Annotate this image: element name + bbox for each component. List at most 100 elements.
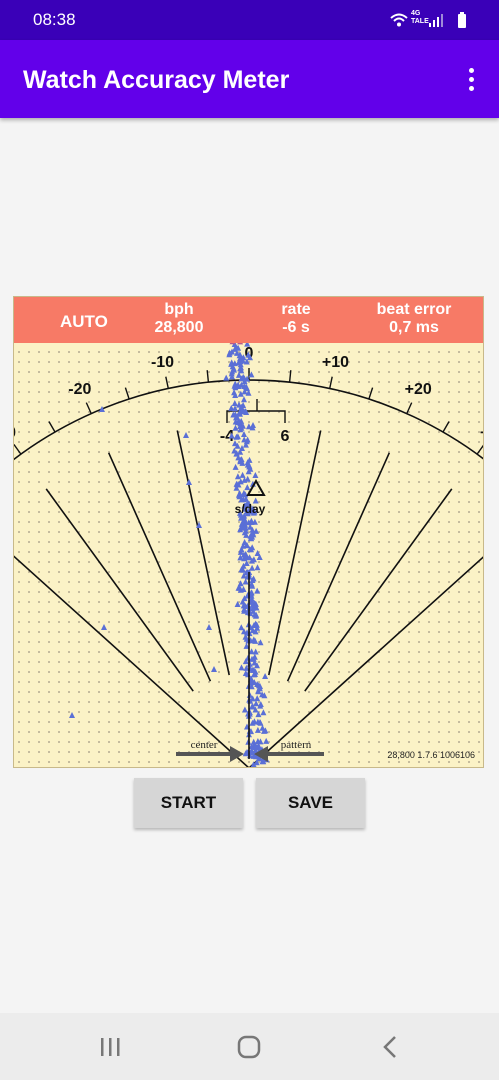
rate-marker: [232, 392, 239, 398]
range-max-label: 6: [281, 428, 290, 445]
rate-marker: [250, 556, 257, 563]
rate-marker: [243, 531, 250, 538]
beat-error-display: beat error 0,7 ms: [364, 301, 464, 337]
dial-tick: [206, 370, 210, 383]
rate-marker: [253, 604, 260, 611]
save-button[interactable]: SAVE: [256, 778, 365, 828]
rate-marker: [240, 572, 247, 579]
home-icon[interactable]: [235, 1033, 265, 1061]
rate-marker: [250, 738, 257, 745]
rate-marker: [263, 737, 270, 744]
rate-marker: [254, 662, 260, 669]
rate-marker: [257, 639, 264, 646]
rate-marker: [248, 743, 255, 750]
rate-marker: [228, 432, 235, 439]
status-icons: 4G TALE: [389, 10, 469, 28]
rate-marker: [239, 445, 245, 451]
rate-marker: [237, 548, 244, 555]
rate-marker: [232, 411, 239, 418]
rate-marker: [248, 371, 255, 378]
rate-marker: [246, 546, 253, 553]
dial-guide-line: [107, 452, 212, 682]
dial-ticks: [14, 368, 483, 455]
status-time: 08:38: [33, 10, 76, 29]
rate-marker: [242, 521, 249, 528]
rate-marker: [239, 598, 246, 605]
bph-label: bph: [164, 301, 194, 318]
rate-marker: [256, 554, 263, 560]
rate-marker: [245, 423, 252, 430]
rate-marker: [241, 606, 248, 612]
rate-marker: [234, 442, 241, 449]
rate-marker: [231, 366, 237, 373]
dial-tick: [329, 376, 333, 389]
rate-marker: [243, 409, 250, 415]
rate-marker: [252, 648, 259, 655]
rate-marker: [245, 468, 252, 475]
rate-marker: [241, 706, 248, 713]
rate-marker: [69, 712, 75, 718]
start-button[interactable]: START: [134, 778, 243, 828]
rate-marker: [233, 414, 239, 421]
rate-marker: [241, 505, 248, 512]
rate-marker: [248, 580, 255, 587]
rate-marker: [238, 520, 245, 527]
back-icon[interactable]: [375, 1033, 405, 1061]
scale-label: +20: [405, 381, 432, 398]
rate-marker: [250, 575, 257, 582]
rate-marker: [244, 475, 251, 482]
rate-marker: [249, 604, 256, 611]
recent-apps-icon[interactable]: [97, 1033, 127, 1061]
rate-marker: [237, 426, 244, 433]
rate-marker: [237, 554, 244, 561]
rate-marker: [233, 450, 240, 457]
rate-marker: [244, 340, 251, 347]
rate-marker: [241, 502, 248, 509]
button-row: START SAVE: [0, 778, 499, 828]
rate-marker: [254, 738, 261, 744]
dial-tick: [14, 443, 22, 455]
rate-marker: [231, 400, 238, 406]
range-min-label: -4: [220, 428, 234, 445]
rate-marker: [244, 484, 251, 491]
rate-marker: [253, 759, 260, 766]
rate-marker: [255, 688, 262, 695]
rate-marker: [245, 507, 252, 514]
rate-marker: [249, 564, 256, 571]
pattern-label: pattern: [281, 739, 312, 751]
rate-marker: [249, 695, 256, 702]
pattern-arrow-icon: [254, 746, 324, 762]
overflow-menu-icon[interactable]: [465, 68, 477, 92]
rate-marker: [239, 471, 246, 478]
rate-marker: [241, 388, 248, 395]
rate-marker: [232, 418, 239, 425]
rate-marker: [252, 497, 259, 504]
rate-marker: [250, 761, 257, 767]
rate-marker: [252, 671, 258, 677]
rate-marker: [252, 706, 259, 713]
rate-value: -6 s: [282, 319, 310, 336]
dial-tick: [48, 421, 56, 433]
rate-marker: [235, 371, 242, 378]
rate-marker: [251, 508, 258, 515]
rate-marker: [250, 607, 257, 614]
rate-marker: [223, 374, 230, 381]
rate-marker: [245, 519, 252, 526]
rate-marker: [206, 624, 212, 630]
rate-marker: [242, 527, 249, 534]
scale-label: -20: [68, 381, 91, 398]
rate-marker: [234, 601, 241, 607]
mode-label[interactable]: AUTO: [60, 312, 108, 331]
rate-marker: [241, 628, 247, 635]
rate-marker: [101, 624, 107, 630]
dial-tick: [368, 387, 374, 400]
rate-marker: [242, 441, 249, 448]
bph-value: 28,800: [154, 319, 204, 336]
battery-icon: [458, 12, 466, 28]
rate-marker: [243, 554, 250, 561]
center-label: center: [191, 739, 218, 751]
rate-marker: [249, 666, 256, 673]
rate-marker: [253, 621, 260, 628]
rate-marker: [243, 383, 250, 390]
rate-marker: [260, 709, 267, 716]
